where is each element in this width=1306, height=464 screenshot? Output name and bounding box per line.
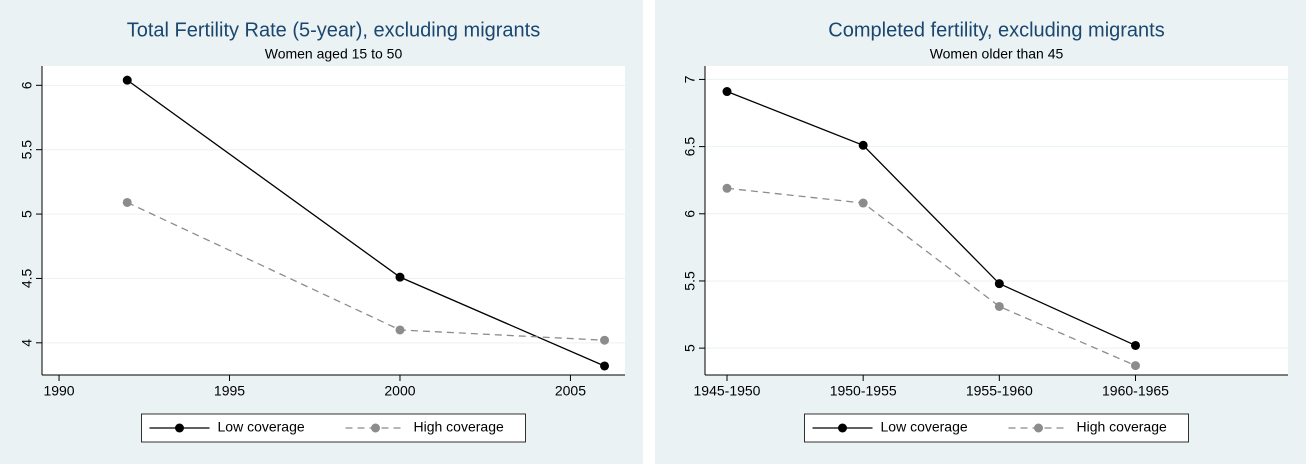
y-tick-label: 7 [682, 75, 698, 83]
series-marker [1130, 340, 1140, 350]
chart-title: Completed fertility, excluding migrants [828, 19, 1164, 41]
legend-label: Low coverage [881, 419, 968, 435]
series-marker [722, 183, 732, 193]
y-tick-label: 5 [19, 210, 35, 218]
chart-subtitle: Women older than 45 [930, 46, 1064, 62]
legend-marker [1034, 423, 1043, 433]
y-tick-label: 5.5 [19, 140, 35, 160]
series-marker [600, 335, 610, 345]
x-tick-label: 1945-1950 [694, 383, 761, 399]
x-tick-label: 1995 [214, 383, 245, 399]
series-marker [122, 75, 132, 85]
x-tick-label: 1955-1960 [966, 383, 1033, 399]
legend-marker [371, 423, 380, 433]
x-tick-label: 2000 [384, 383, 415, 399]
legend-label: High coverage [414, 419, 504, 435]
y-tick-label: 4 [19, 339, 35, 347]
series-line [726, 187, 1136, 367]
y-tick-label: 6 [19, 81, 35, 89]
series-marker [722, 87, 732, 97]
chart-subtitle: Women aged 15 to 50 [265, 46, 403, 62]
plot-area [42, 66, 625, 375]
x-tick-label: 2005 [555, 383, 586, 399]
x-tick-label: 1960-1965 [1102, 383, 1169, 399]
series-marker [600, 361, 610, 371]
chart: Total Fertility Rate (5-year), excluding… [0, 0, 643, 464]
x-tick-label: 1950-1955 [830, 383, 897, 399]
legend-label: High coverage [1077, 419, 1167, 435]
series-marker [122, 197, 132, 207]
series-marker [994, 301, 1004, 311]
y-tick-label: 5.5 [682, 271, 698, 291]
y-tick-label: 5 [682, 344, 698, 352]
series-line [726, 90, 1136, 347]
chart: Completed fertility, excluding migrants W… [655, 0, 1306, 464]
legend-label: Low coverage [218, 419, 305, 435]
legend-marker [175, 423, 184, 433]
series-marker [395, 325, 405, 335]
series-marker [994, 279, 1004, 289]
series-marker [858, 198, 868, 208]
x-tick-label: 1990 [43, 383, 74, 399]
chart-title: Total Fertility Rate (5-year), excluding… [127, 19, 540, 41]
series-marker [1130, 361, 1140, 371]
y-tick-label: 6.5 [682, 137, 698, 157]
plot-area [705, 66, 1288, 375]
y-tick-label: 4.5 [19, 268, 35, 288]
series-marker [858, 140, 868, 150]
y-tick-label: 6 [682, 210, 698, 218]
legend-marker [838, 423, 847, 433]
series-marker [395, 272, 405, 282]
